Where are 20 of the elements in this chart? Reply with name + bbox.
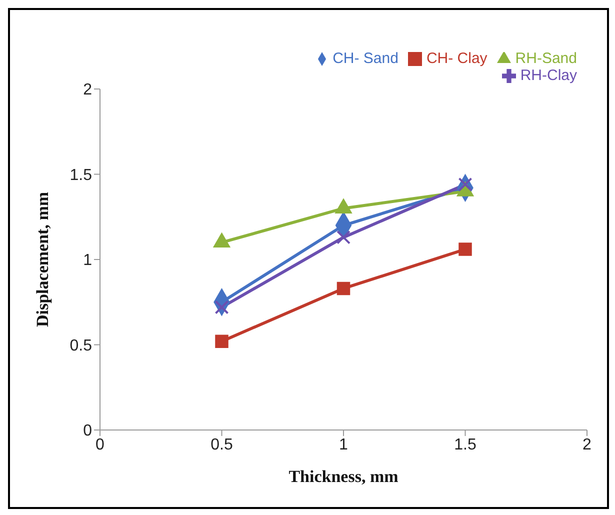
legend-label: CH- Clay <box>426 50 488 67</box>
y-tick-label: 0 <box>83 422 92 440</box>
x-tick-label: 1.5 <box>454 436 476 454</box>
point <box>215 334 228 348</box>
y-tick-label: 1.5 <box>70 166 92 184</box>
point <box>458 242 472 256</box>
y-tick-label: 2 <box>83 82 92 99</box>
x-tick-label: 0.5 <box>210 436 233 454</box>
y-tick-label: 0.5 <box>70 337 92 354</box>
legend-label: RH-Sand <box>515 50 577 67</box>
legend-label: CH- Sand <box>332 50 398 67</box>
x-tick-label: 0 <box>96 436 105 454</box>
x-tick-label: 1 <box>339 436 348 454</box>
x-tick-label: 2 <box>582 436 592 454</box>
y-tick-label: 1 <box>83 252 92 270</box>
x-axis-title: Thickness, mm <box>288 467 398 486</box>
legend-label: RH-Clay <box>520 67 577 84</box>
point <box>336 230 350 244</box>
y-axis-title: Displacement, mm <box>33 192 52 328</box>
point <box>336 282 350 296</box>
